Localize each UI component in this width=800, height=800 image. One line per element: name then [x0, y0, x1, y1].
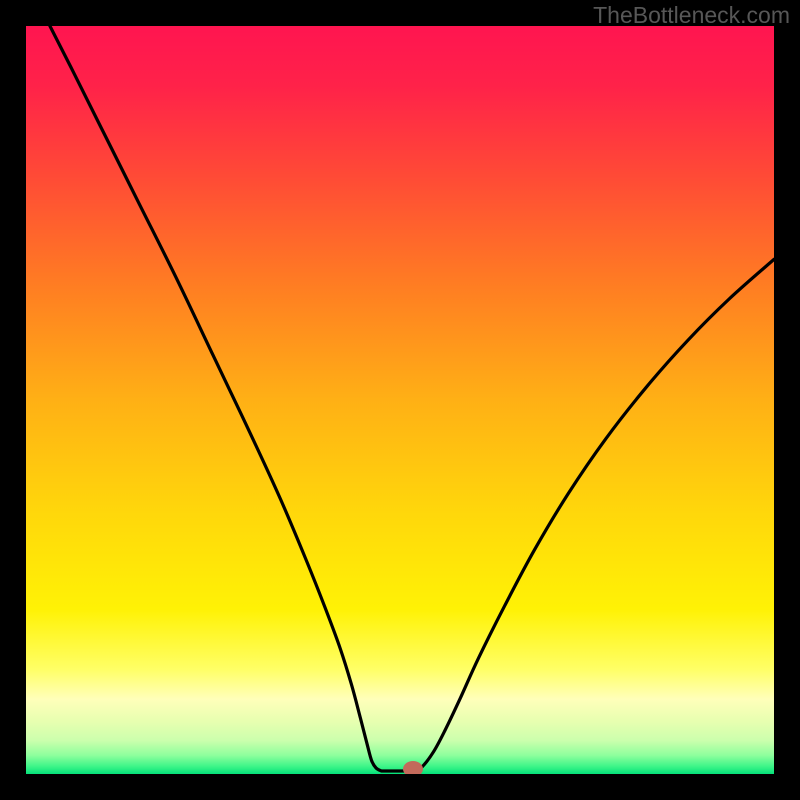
- watermark-text: TheBottleneck.com: [593, 2, 790, 29]
- chart-frame: TheBottleneck.com: [0, 0, 800, 800]
- plot-area: [26, 26, 774, 774]
- bottleneck-curve: [26, 26, 774, 774]
- optimal-point-marker: [403, 761, 423, 774]
- curve-path: [50, 26, 774, 771]
